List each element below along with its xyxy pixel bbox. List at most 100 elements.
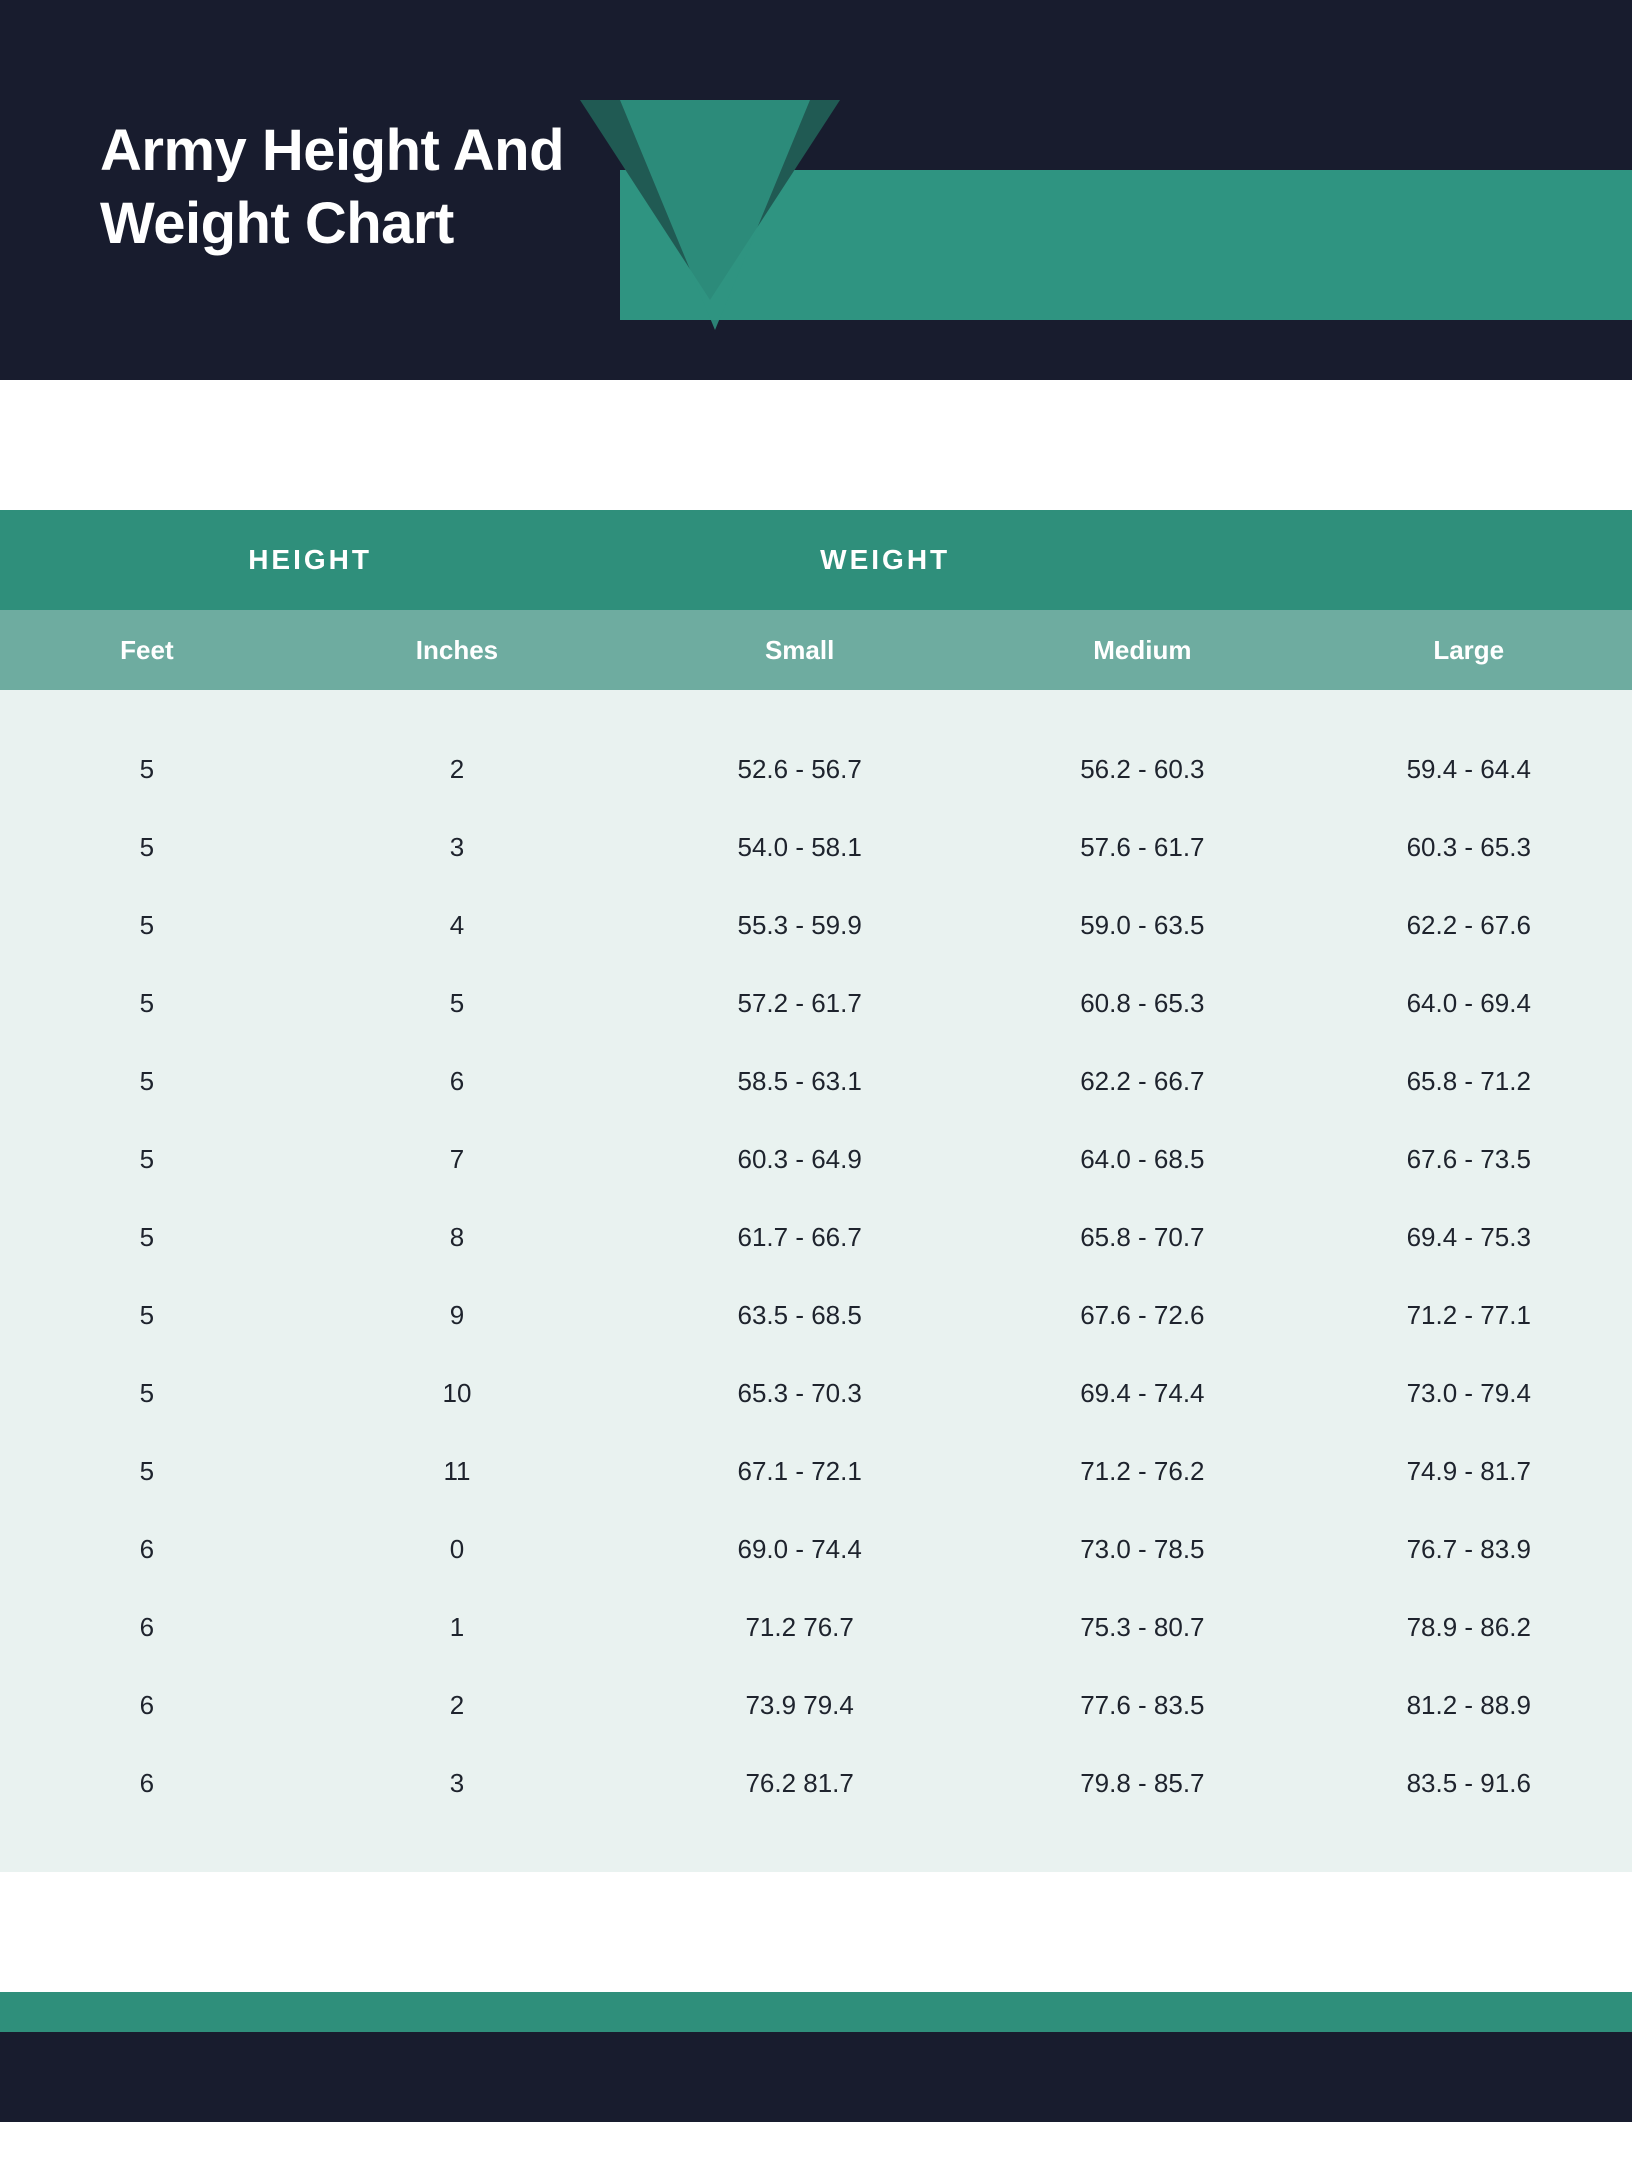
cell-feet: 5 xyxy=(0,988,294,1019)
cell-small: 67.1 - 72.1 xyxy=(620,1456,979,1487)
cell-large: 67.6 - 73.5 xyxy=(1306,1144,1632,1175)
cell-inches: 3 xyxy=(294,832,620,863)
subheader-medium: Medium xyxy=(979,635,1305,666)
cell-small: 58.5 - 63.1 xyxy=(620,1066,979,1097)
cell-small: 61.7 - 66.7 xyxy=(620,1222,979,1253)
cell-medium: 64.0 - 68.5 xyxy=(979,1144,1305,1175)
header-weight: WEIGHT xyxy=(620,544,1632,576)
cell-small: 71.2 76.7 xyxy=(620,1612,979,1643)
table-row: 6273.9 79.477.6 - 83.581.2 - 88.9 xyxy=(0,1666,1632,1744)
table-row: 5455.3 - 59.959.0 - 63.562.2 - 67.6 xyxy=(0,886,1632,964)
cell-inches: 11 xyxy=(294,1456,620,1487)
table-row: 51065.3 - 70.369.4 - 74.473.0 - 79.4 xyxy=(0,1354,1632,1432)
cell-feet: 6 xyxy=(0,1768,294,1799)
cell-inches: 2 xyxy=(294,1690,620,1721)
cell-small: 73.9 79.4 xyxy=(620,1690,979,1721)
table-row: 6376.2 81.779.8 - 85.783.5 - 91.6 xyxy=(0,1744,1632,1822)
cell-feet: 5 xyxy=(0,1300,294,1331)
footer-dark-band xyxy=(0,2032,1632,2122)
cell-medium: 75.3 - 80.7 xyxy=(979,1612,1305,1643)
cell-large: 71.2 - 77.1 xyxy=(1306,1300,1632,1331)
cell-small: 54.0 - 58.1 xyxy=(620,832,979,863)
cell-large: 64.0 - 69.4 xyxy=(1306,988,1632,1019)
cell-large: 65.8 - 71.2 xyxy=(1306,1066,1632,1097)
cell-large: 60.3 - 65.3 xyxy=(1306,832,1632,863)
cell-inches: 4 xyxy=(294,910,620,941)
cell-medium: 73.0 - 78.5 xyxy=(979,1534,1305,1565)
cell-medium: 65.8 - 70.7 xyxy=(979,1222,1305,1253)
cell-large: 76.7 - 83.9 xyxy=(1306,1534,1632,1565)
table-row: 5252.6 - 56.756.2 - 60.359.4 - 64.4 xyxy=(0,730,1632,808)
table-row: 5658.5 - 63.162.2 - 66.765.8 - 71.2 xyxy=(0,1042,1632,1120)
table-row: 51167.1 - 72.171.2 - 76.274.9 - 81.7 xyxy=(0,1432,1632,1510)
table-row: 5861.7 - 66.765.8 - 70.769.4 - 75.3 xyxy=(0,1198,1632,1276)
page-title: Army Height And Weight Chart xyxy=(100,115,564,260)
subheader-small: Small xyxy=(620,635,979,666)
table-row: 5354.0 - 58.157.6 - 61.760.3 - 65.3 xyxy=(0,808,1632,886)
cell-feet: 5 xyxy=(0,1066,294,1097)
cell-inches: 10 xyxy=(294,1378,620,1409)
cell-large: 81.2 - 88.9 xyxy=(1306,1690,1632,1721)
cell-small: 63.5 - 68.5 xyxy=(620,1300,979,1331)
table-row: 5963.5 - 68.567.6 - 72.671.2 - 77.1 xyxy=(0,1276,1632,1354)
table-row: 5760.3 - 64.964.0 - 68.567.6 - 73.5 xyxy=(0,1120,1632,1198)
cell-feet: 5 xyxy=(0,1378,294,1409)
cell-small: 52.6 - 56.7 xyxy=(620,754,979,785)
height-weight-table: HEIGHT WEIGHT Feet Inches Small Medium L… xyxy=(0,510,1632,1872)
cell-feet: 5 xyxy=(0,1456,294,1487)
cell-inches: 3 xyxy=(294,1768,620,1799)
cell-medium: 77.6 - 83.5 xyxy=(979,1690,1305,1721)
cell-feet: 5 xyxy=(0,1222,294,1253)
page: Army Height And Weight Chart HEIGHT WEIG… xyxy=(0,0,1632,2122)
cell-medium: 57.6 - 61.7 xyxy=(979,832,1305,863)
cell-inches: 6 xyxy=(294,1066,620,1097)
cell-medium: 56.2 - 60.3 xyxy=(979,754,1305,785)
cell-feet: 6 xyxy=(0,1612,294,1643)
subheader-large: Large xyxy=(1306,635,1632,666)
cell-inches: 1 xyxy=(294,1612,620,1643)
cell-inches: 0 xyxy=(294,1534,620,1565)
header-height: HEIGHT xyxy=(0,544,620,576)
page-title-line2: Weight Chart xyxy=(100,188,564,261)
cell-large: 78.9 - 86.2 xyxy=(1306,1612,1632,1643)
cell-feet: 5 xyxy=(0,832,294,863)
cell-medium: 67.6 - 72.6 xyxy=(979,1300,1305,1331)
cell-small: 65.3 - 70.3 xyxy=(620,1378,979,1409)
cell-inches: 8 xyxy=(294,1222,620,1253)
cell-inches: 9 xyxy=(294,1300,620,1331)
cell-feet: 6 xyxy=(0,1534,294,1565)
cell-feet: 5 xyxy=(0,910,294,941)
cell-small: 69.0 - 74.4 xyxy=(620,1534,979,1565)
table-row: 6171.2 76.775.3 - 80.778.9 - 86.2 xyxy=(0,1588,1632,1666)
subheader-feet: Feet xyxy=(0,635,294,666)
cell-large: 83.5 - 91.6 xyxy=(1306,1768,1632,1799)
table-header-top: HEIGHT WEIGHT xyxy=(0,510,1632,610)
cell-inches: 7 xyxy=(294,1144,620,1175)
subheader-inches: Inches xyxy=(294,635,620,666)
cell-feet: 5 xyxy=(0,1144,294,1175)
cell-small: 60.3 - 64.9 xyxy=(620,1144,979,1175)
footer xyxy=(0,1992,1632,2122)
table-row: 5557.2 - 61.760.8 - 65.364.0 - 69.4 xyxy=(0,964,1632,1042)
cell-medium: 79.8 - 85.7 xyxy=(979,1768,1305,1799)
cell-small: 76.2 81.7 xyxy=(620,1768,979,1799)
table-header-sub: Feet Inches Small Medium Large xyxy=(0,610,1632,690)
cell-small: 55.3 - 59.9 xyxy=(620,910,979,941)
cell-large: 62.2 - 67.6 xyxy=(1306,910,1632,941)
table-row: 6069.0 - 74.473.0 - 78.576.7 - 83.9 xyxy=(0,1510,1632,1588)
cell-inches: 5 xyxy=(294,988,620,1019)
footer-teal-band xyxy=(0,1992,1632,2032)
cell-large: 69.4 - 75.3 xyxy=(1306,1222,1632,1253)
cell-medium: 69.4 - 74.4 xyxy=(979,1378,1305,1409)
table-body: 5252.6 - 56.756.2 - 60.359.4 - 64.45354.… xyxy=(0,690,1632,1872)
cell-large: 59.4 - 64.4 xyxy=(1306,754,1632,785)
cell-inches: 2 xyxy=(294,754,620,785)
cell-small: 57.2 - 61.7 xyxy=(620,988,979,1019)
cell-medium: 62.2 - 66.7 xyxy=(979,1066,1305,1097)
triangle-decor-front xyxy=(620,100,810,330)
cell-medium: 59.0 - 63.5 xyxy=(979,910,1305,941)
cell-feet: 5 xyxy=(0,754,294,785)
cell-medium: 60.8 - 65.3 xyxy=(979,988,1305,1019)
cell-feet: 6 xyxy=(0,1690,294,1721)
cell-medium: 71.2 - 76.2 xyxy=(979,1456,1305,1487)
